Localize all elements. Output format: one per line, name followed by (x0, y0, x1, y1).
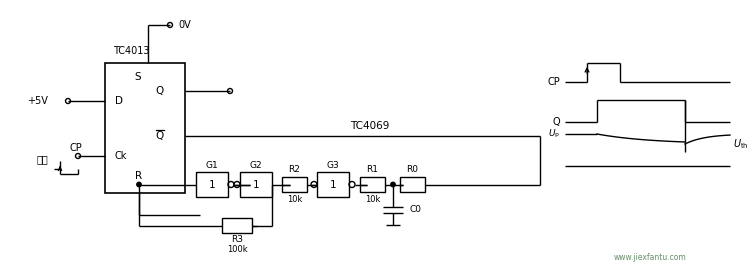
Text: Q: Q (553, 117, 560, 127)
Text: +5V: +5V (27, 96, 48, 106)
Circle shape (391, 182, 395, 187)
Text: 1: 1 (253, 180, 259, 189)
Text: $U_\mathrm{P}$: $U_\mathrm{P}$ (548, 128, 560, 140)
Bar (317, 172, 349, 197)
Text: C0: C0 (410, 205, 422, 214)
Text: 0V: 0V (178, 20, 191, 30)
Text: TC4013: TC4013 (113, 46, 150, 56)
Circle shape (137, 182, 141, 187)
Text: 1: 1 (330, 180, 336, 189)
Text: CP: CP (70, 143, 82, 153)
Text: Q: Q (156, 86, 164, 96)
Text: TC4069: TC4069 (350, 121, 389, 131)
Text: G2: G2 (249, 161, 262, 170)
Text: R0: R0 (407, 165, 419, 174)
Text: D: D (115, 96, 123, 106)
Text: R: R (135, 171, 143, 181)
Text: Q: Q (156, 131, 164, 141)
Text: R2: R2 (289, 165, 300, 174)
Text: G1: G1 (206, 161, 218, 170)
Text: 触发: 触发 (36, 154, 48, 164)
Text: S: S (135, 72, 141, 82)
Text: CP: CP (547, 77, 560, 87)
Text: Ck: Ck (115, 151, 127, 161)
Bar (240, 172, 272, 197)
Text: R1: R1 (367, 165, 379, 174)
Bar (105, 63, 185, 193)
Text: G3: G3 (327, 161, 339, 170)
Text: 10k: 10k (365, 194, 380, 203)
Bar (222, 218, 252, 233)
Text: R3: R3 (231, 236, 243, 245)
Text: www.jiexfantu.com: www.jiexfantu.com (614, 254, 686, 263)
Text: $U_\mathrm{th}$: $U_\mathrm{th}$ (733, 137, 748, 151)
Bar (282, 177, 307, 192)
Bar (360, 177, 385, 192)
Text: 10k: 10k (287, 194, 302, 203)
Text: 1: 1 (209, 180, 215, 189)
Text: 100k: 100k (227, 245, 247, 254)
Bar (196, 172, 228, 197)
Bar (400, 177, 425, 192)
